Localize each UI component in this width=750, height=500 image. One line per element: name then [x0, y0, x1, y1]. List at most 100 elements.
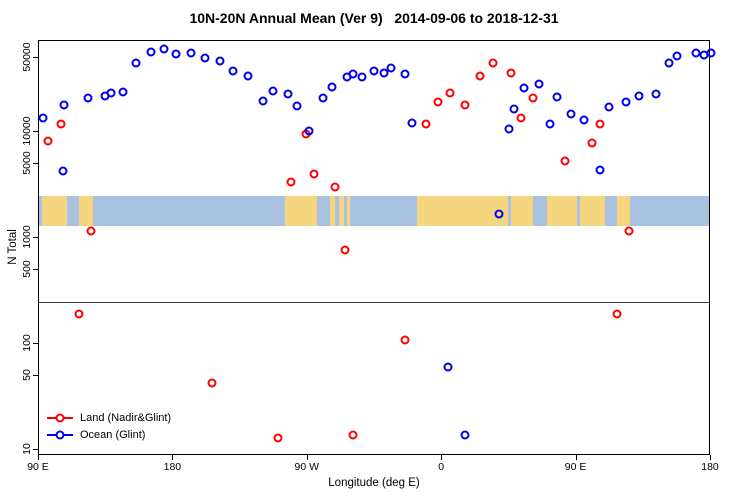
data-point-ocean	[534, 79, 544, 88]
data-point-land	[445, 88, 455, 98]
data-point-ocean	[200, 53, 210, 63]
data-point-land	[587, 138, 597, 148]
chart-title: 10N-20N Annual Mean (Ver 9) 2014-09-06 t…	[189, 10, 559, 26]
data-point-ocean	[595, 165, 605, 175]
data-point-land	[400, 335, 410, 345]
data-point-land	[340, 245, 350, 255]
data-point-ocean	[258, 96, 268, 106]
data-point-ocean	[706, 48, 716, 58]
legend-marker-land	[47, 413, 73, 424]
data-point-land	[460, 100, 470, 110]
y-tick-label: 5000	[21, 151, 33, 175]
data-point-ocean	[604, 102, 614, 112]
geo-map-band	[39, 195, 709, 226]
legend-marker-ocean	[47, 430, 73, 441]
data-point-land	[330, 182, 340, 192]
data-point-ocean	[400, 69, 410, 79]
data-point-ocean	[159, 44, 169, 54]
x-tick-mark	[710, 455, 711, 460]
data-point-land	[86, 226, 96, 236]
data-point-ocean	[621, 97, 631, 107]
x-tick-mark	[172, 455, 174, 460]
legend-item-ocean: Ocean (Glint)	[47, 428, 171, 442]
y-tick-label: 500	[21, 260, 33, 278]
land-segment	[616, 195, 631, 226]
land-segment	[346, 195, 350, 226]
data-point-ocean	[118, 87, 128, 97]
y-tick-mark	[33, 56, 38, 58]
data-point-ocean	[460, 430, 470, 439]
y-tick-mark	[33, 162, 38, 164]
data-point-ocean	[651, 89, 661, 99]
legend: Land (Nadir&Glint) Ocean (Glint)	[47, 411, 171, 442]
data-point-ocean	[215, 56, 225, 66]
data-point-ocean	[171, 49, 181, 59]
data-point-ocean	[579, 115, 589, 125]
y-tick-mark	[33, 268, 38, 270]
data-point-land	[421, 119, 431, 128]
legend-circle-ocean-icon	[55, 430, 65, 440]
data-point-ocean	[519, 83, 529, 93]
data-point-land	[516, 113, 526, 123]
plot-area: Land (Nadir&Glint) Ocean (Glint)	[38, 40, 716, 455]
data-point-ocean	[494, 209, 504, 218]
data-point-ocean	[672, 51, 682, 61]
data-point-ocean	[292, 101, 302, 111]
data-point-land	[488, 58, 498, 68]
data-point-ocean	[243, 71, 253, 81]
data-point-land	[475, 71, 485, 81]
y-tick-mark	[33, 236, 38, 238]
x-tick-mark	[306, 455, 308, 460]
data-point-land	[506, 68, 516, 78]
data-point-ocean	[228, 66, 238, 76]
data-point-land	[624, 226, 634, 236]
data-point-ocean	[83, 93, 93, 103]
y-tick-label: 1000	[21, 225, 33, 249]
x-tick-mark	[38, 455, 39, 460]
data-point-land	[273, 433, 283, 443]
land-segment	[339, 195, 344, 226]
land-segment	[579, 195, 605, 226]
legend-label-land: Land (Nadir&Glint)	[80, 412, 172, 424]
legend-circle-land-icon	[55, 413, 65, 423]
data-point-land	[43, 136, 53, 146]
data-point-ocean	[504, 124, 514, 134]
data-point-land	[286, 177, 296, 187]
data-point-ocean	[357, 72, 367, 82]
land-segment	[416, 195, 508, 226]
y-axis-label: N Total	[7, 229, 19, 265]
data-point-ocean	[131, 58, 141, 68]
x-tick-label: 180	[701, 461, 719, 473]
land-segment	[285, 195, 317, 226]
land-segment	[546, 195, 577, 226]
x-tick-label: 0	[438, 461, 445, 473]
data-point-ocean	[552, 92, 562, 102]
data-point-land	[528, 93, 538, 103]
data-point-ocean	[443, 362, 453, 372]
x-tick-label: 90 E	[27, 461, 49, 473]
data-point-ocean	[58, 166, 68, 176]
data-point-ocean	[634, 91, 644, 101]
data-point-ocean	[509, 104, 519, 114]
y-tick-mark	[33, 130, 38, 132]
y-tick-mark	[33, 342, 38, 344]
data-point-ocean	[327, 82, 337, 92]
x-tick-label: 90 W	[294, 461, 320, 473]
x-tick-mark	[441, 455, 443, 460]
x-tick-label: 180	[163, 461, 182, 473]
reference-line	[39, 301, 709, 303]
data-point-ocean	[566, 109, 576, 119]
y-tick-mark	[33, 449, 38, 450]
x-tick-label: 90 E	[564, 461, 587, 473]
y-tick-label: 50000	[21, 42, 33, 72]
data-point-land	[612, 309, 622, 319]
y-tick-label: 10	[21, 443, 33, 455]
land-segment	[510, 195, 534, 226]
y-tick-mark	[33, 374, 38, 376]
data-point-ocean	[59, 100, 69, 110]
y-tick-label: 100	[21, 334, 33, 352]
y-tick-label: 10000	[21, 116, 33, 146]
data-point-ocean	[186, 48, 196, 58]
data-point-land	[74, 309, 84, 319]
